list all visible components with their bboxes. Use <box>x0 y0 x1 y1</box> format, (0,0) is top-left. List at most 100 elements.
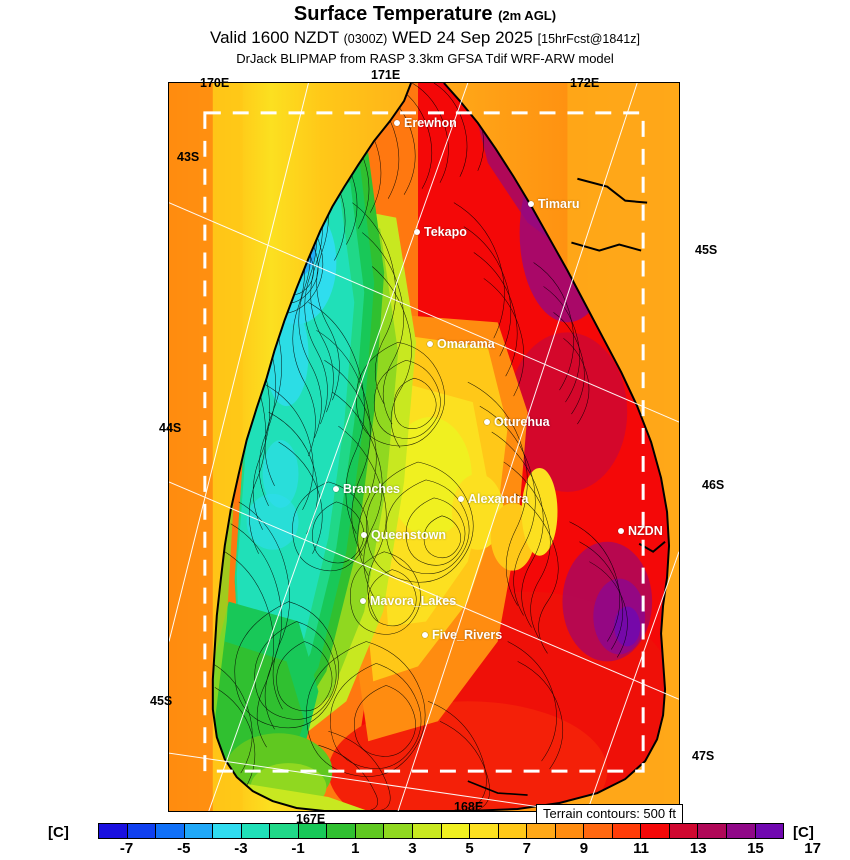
colorbar-tick: 5 <box>465 840 474 857</box>
colorbar-gradient[interactable] <box>98 823 784 839</box>
colorbar-swatch <box>498 824 528 838</box>
graticule-lines <box>169 83 679 811</box>
colorbar-swatch <box>327 824 356 838</box>
city-label: NZDN <box>628 524 663 538</box>
station-dot-icon <box>361 532 367 538</box>
station-dot-icon <box>484 419 490 425</box>
longitude-label-0: 170E <box>200 76 230 90</box>
city-marker[interactable]: Mavora_Lakes <box>360 594 456 608</box>
latitude-label-4: 46S <box>702 478 725 492</box>
station-dot-icon <box>427 341 433 347</box>
longitude-label-3: 167E <box>296 812 326 826</box>
colorbar-swatch <box>213 824 242 838</box>
chart-title: Surface Temperature (2m AGL) <box>0 3 850 27</box>
city-label: Omarama <box>437 337 495 351</box>
city-marker[interactable]: Five_Rivers <box>422 628 502 642</box>
colorbar-row: [C] -7-5-3-1135791113151719 [C] <box>0 822 850 860</box>
station-dot-icon <box>394 120 400 126</box>
colorbar-tick: 7 <box>522 840 531 857</box>
title-block: Surface Temperature (2m AGL) Valid 1600 … <box>0 0 850 67</box>
colorbar-swatch <box>641 824 670 838</box>
colorbar-tick: -1 <box>291 840 305 857</box>
station-dot-icon <box>414 229 420 235</box>
colorbar-swatch <box>241 824 271 838</box>
station-dot-icon <box>458 496 464 502</box>
colorbar-swatch <box>441 824 471 838</box>
valid-time-utc: (0300Z) <box>343 32 388 46</box>
colorbar-swatch <box>156 824 185 838</box>
city-marker[interactable]: NZDN <box>618 524 663 538</box>
colorbar-tick: 13 <box>689 840 707 857</box>
colorbar-swatch <box>298 824 328 838</box>
latitude-label-1: 44S <box>159 421 182 435</box>
colorbar-swatch <box>727 824 756 838</box>
colorbar-swatch <box>184 824 214 838</box>
colorbar-swatch <box>755 824 784 838</box>
latitude-label-5: 47S <box>692 749 715 763</box>
colorbar-swatch <box>470 824 499 838</box>
colorbar-swatch <box>698 824 728 838</box>
forecast-tag: [15hrFcst@1841z] <box>537 32 640 46</box>
city-marker[interactable]: Queenstown <box>361 528 446 542</box>
city-marker[interactable]: Oturehua <box>484 415 550 429</box>
city-marker[interactable]: Branches <box>333 482 400 496</box>
colorbar-swatch <box>669 824 699 838</box>
station-dot-icon <box>618 528 624 534</box>
coastline <box>211 83 671 811</box>
colorbar-tick: 11 <box>633 840 650 857</box>
longitude-label-4: 168E <box>454 800 484 814</box>
colorbar-tick: 3 <box>408 840 417 857</box>
colorbar-swatch <box>527 824 556 838</box>
colorbar-tick: -5 <box>177 840 191 857</box>
city-marker[interactable]: Alexandra <box>458 492 528 506</box>
valid-date: WED 24 Sep 2025 <box>392 28 533 47</box>
city-marker[interactable]: Tekapo <box>414 225 467 239</box>
colorbar-swatch <box>384 824 414 838</box>
valid-time-local: Valid 1600 NZDT <box>210 28 339 47</box>
colorbar-tick: 9 <box>579 840 589 857</box>
colorbar-tick: 15 <box>747 840 764 857</box>
valid-time-line: Valid 1600 NZDT (0300Z) WED 24 Sep 2025 … <box>0 27 850 50</box>
colorbar-swatch <box>584 824 613 838</box>
city-marker[interactable]: Erewhon <box>394 116 457 130</box>
city-label: Alexandra <box>468 492 529 506</box>
station-dot-icon <box>422 632 428 638</box>
latitude-label-2: 45S <box>150 694 173 708</box>
colorbar-unit-left: [C] <box>48 824 69 841</box>
city-label: Five_Rivers <box>432 628 503 642</box>
river-rakaia <box>571 241 642 252</box>
map-plot-area[interactable] <box>168 82 680 812</box>
colorbar-swatch <box>355 824 385 838</box>
city-marker[interactable]: Timaru <box>528 197 579 211</box>
city-label: Branches <box>343 482 400 496</box>
south-coast-detail <box>467 780 528 796</box>
longitude-label-1: 171E <box>371 68 401 82</box>
city-marker[interactable]: Omarama <box>427 337 495 351</box>
model-source-line: DrJack BLIPMAP from RASP 3.3km GFSA Tdif… <box>236 51 614 66</box>
city-label: Timaru <box>538 197 580 211</box>
temperature-field-svg <box>169 83 679 811</box>
city-label: Tekapo <box>424 225 467 239</box>
colorbar-swatch <box>270 824 299 838</box>
city-label: Oturehua <box>494 415 550 429</box>
map-container[interactable] <box>168 82 680 812</box>
colorbar-swatch <box>99 824 128 838</box>
latitude-label-0: 43S <box>177 150 200 164</box>
station-dot-icon <box>360 598 366 604</box>
domain-box <box>203 111 645 773</box>
colorbar-swatch <box>127 824 157 838</box>
colorbar-unit-right: [C] <box>793 824 814 841</box>
chart-title-suffix: (2m AGL) <box>498 8 557 23</box>
city-label: Mavora_Lakes <box>370 594 457 608</box>
colorbar-swatch <box>555 824 585 838</box>
chart-title-main: Surface Temperature <box>293 3 493 25</box>
station-dot-icon <box>528 201 534 207</box>
colorbar-tick: -7 <box>119 840 134 857</box>
longitude-label-2: 172E <box>570 76 600 90</box>
colorbar-tick-labels: -7-5-3-1135791113151719 <box>98 840 821 860</box>
city-label: Queenstown <box>371 528 447 542</box>
colorbar-swatch <box>413 824 442 838</box>
colorbar-tick: 17 <box>804 840 821 857</box>
colorbar-swatch <box>612 824 642 838</box>
river-rangitata <box>577 177 648 204</box>
